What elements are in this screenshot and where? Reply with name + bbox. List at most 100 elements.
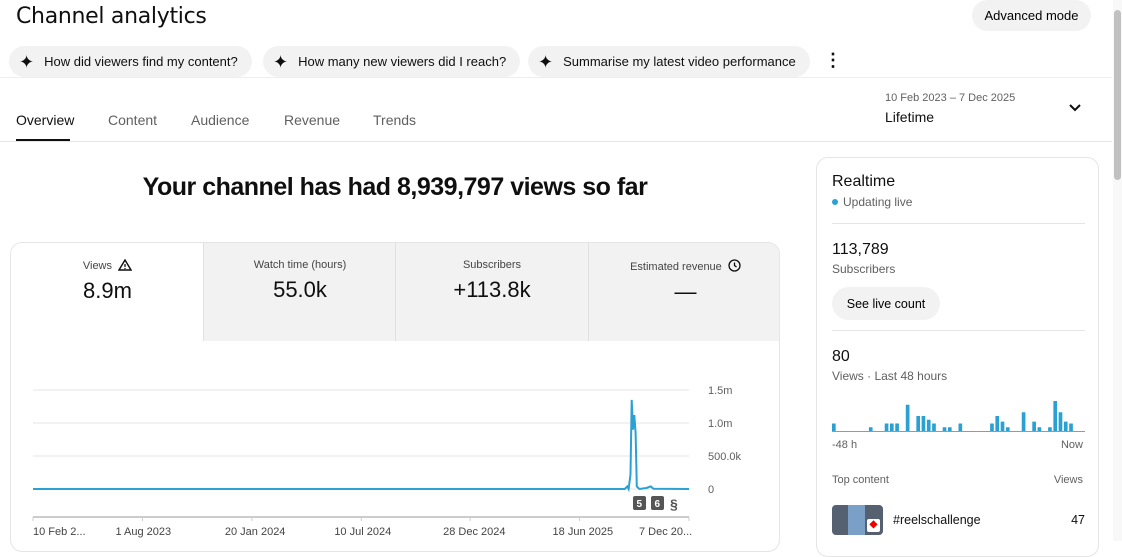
active-tab-indicator [16, 139, 70, 141]
realtime-bar [958, 423, 963, 431]
shorts-icon: ◆ [867, 519, 880, 532]
realtime-bar [1069, 423, 1073, 431]
realtime-bar [1063, 421, 1068, 431]
metric-label: Views [82, 260, 113, 272]
axis-start-label: -48 h [832, 439, 858, 451]
x-tick-label: 7 Dec 20... [639, 526, 692, 538]
top-content-views: 47 [1071, 513, 1085, 527]
warning-icon [117, 258, 133, 271]
tab-audience[interactable]: Audience [191, 112, 250, 128]
metric-value: +113.8k [453, 277, 531, 302]
chip-label: How many new viewers did I reach? [298, 54, 507, 69]
sparkle-icon: ✦ [19, 51, 35, 72]
metrics-card: Views 8.9m Watch time (hours) 55.0k Subs… [10, 242, 780, 552]
svg-text:6: 6 [655, 499, 661, 510]
x-tick-label: 20 Jan 2024 [225, 526, 286, 538]
more-vert-icon[interactable]: ⋮ [824, 50, 842, 70]
tab-content[interactable]: Content [108, 112, 158, 128]
total-views-headline: Your channel has had 8,939,797 views so … [142, 173, 648, 201]
metric-revenue[interactable]: Estimated revenue — [588, 243, 779, 341]
realtime-bar [889, 423, 894, 431]
metric-label: Watch time (hours) [253, 259, 347, 271]
views-column-label: Views [1053, 474, 1083, 486]
realtime-bar [942, 427, 947, 431]
metric-value: 55.0k [273, 277, 327, 302]
realtime-status: Updating live [843, 195, 913, 209]
top-content-title: #reelschallenge [893, 513, 981, 527]
realtime-bar [990, 423, 994, 431]
x-tick-label: 10 Jul 2024 [334, 526, 391, 538]
realtime-bar [1037, 427, 1042, 431]
period-selector[interactable]: Lifetime [885, 109, 935, 125]
realtime-bar [832, 423, 836, 431]
divider [832, 330, 1085, 331]
tab-revenue[interactable]: Revenue [284, 112, 341, 128]
metric-label: Subscribers [462, 259, 522, 271]
sparkle-icon: ✦ [538, 51, 554, 72]
scrollbar[interactable] [1113, 0, 1122, 541]
views-line-chart: 0 500.0k 1.0m 1.5m 10 Feb 2... 1 Aug 2023 20 J… [32, 385, 742, 538]
realtime-card: Realtime Updating live 113,789 Subscribe… [816, 157, 1099, 557]
divider [0, 77, 1112, 78]
chip-new-viewers[interactable]: ✦ How many new viewers did I reach? [263, 46, 521, 77]
realtime-bar [1021, 412, 1026, 431]
metric-value: — [674, 279, 697, 304]
svg-text:5: 5 [637, 499, 643, 510]
realtime-bar [1053, 401, 1058, 431]
realtime-subscribers-value: 113,789 [832, 241, 889, 258]
y-tick-label: 1.5m [708, 385, 732, 397]
realtime-bar [1048, 427, 1052, 431]
realtime-bar [921, 416, 926, 431]
realtime-views-label: Views · Last 48 hours [832, 369, 948, 383]
divider [0, 141, 1112, 142]
live-dot-icon [832, 199, 838, 205]
video-marker-6[interactable]: 6 [651, 496, 664, 510]
realtime-bar-chart [832, 401, 1085, 432]
page-title: Channel analytics [16, 4, 207, 29]
realtime-bar [895, 423, 899, 431]
realtime-bar [868, 427, 873, 431]
shorts-marker-icon[interactable]: § [670, 496, 678, 512]
views-series-line [33, 399, 690, 493]
metric-label: Estimated revenue [630, 261, 722, 273]
realtime-bar [884, 423, 889, 431]
realtime-bar [926, 419, 931, 431]
scrollbar-thumb[interactable] [1114, 10, 1121, 180]
realtime-bar [916, 416, 921, 431]
x-tick-label: 1 Aug 2023 [115, 526, 171, 538]
realtime-bar [995, 416, 1000, 431]
metric-views[interactable]: Views 8.9m [11, 243, 204, 341]
video-thumbnail: ◆ [832, 505, 883, 535]
realtime-views-value: 80 [832, 348, 850, 365]
tab-overview[interactable]: Overview [16, 112, 75, 128]
realtime-bar [905, 404, 910, 431]
top-content-item[interactable]: ◆ #reelschallenge 47 [832, 505, 1085, 535]
metric-value: 8.9m [83, 278, 132, 303]
y-tick-label: 0 [708, 484, 714, 496]
x-tick-label: 28 Dec 2024 [443, 526, 505, 538]
chip-summarise[interactable]: ✦ Summarise my latest video performance [528, 46, 810, 77]
x-tick-label: 10 Feb 2... [33, 526, 86, 538]
realtime-bar [932, 423, 936, 431]
axis-end-label: Now [1060, 439, 1083, 451]
y-tick-label: 500.0k [708, 451, 742, 463]
realtime-bar [1032, 421, 1036, 431]
chevron-down-icon[interactable] [1068, 100, 1082, 116]
sparkle-icon: ✦ [273, 51, 289, 72]
realtime-bar [1005, 427, 1010, 431]
top-content-label: Top content [832, 474, 889, 486]
advanced-mode-button[interactable]: Advanced mode [972, 0, 1091, 31]
see-live-count-button[interactable]: See live count [832, 287, 940, 320]
chip-label: How did viewers find my content? [44, 54, 238, 69]
y-tick-label: 1.0m [708, 418, 732, 430]
realtime-bar [1058, 412, 1063, 431]
x-tick-label: 18 Jun 2025 [553, 526, 614, 538]
video-marker-5[interactable]: 5 [633, 496, 646, 510]
tab-trends[interactable]: Trends [373, 112, 417, 128]
date-range[interactable]: 10 Feb 2023 – 7 Dec 2025 [885, 92, 1016, 104]
chip-find-content[interactable]: ✦ How did viewers find my content? [9, 46, 252, 77]
realtime-subscribers-label: Subscribers [832, 262, 896, 276]
metric-watch-time[interactable]: Watch time (hours) 55.0k [203, 243, 396, 341]
metric-subscribers[interactable]: Subscribers +113.8k [395, 243, 588, 341]
divider [832, 223, 1085, 224]
